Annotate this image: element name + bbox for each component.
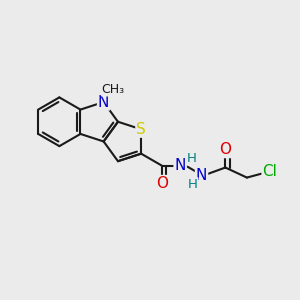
Text: O: O [219,142,231,157]
Text: N: N [175,158,186,173]
Text: O: O [156,176,168,191]
Text: H: H [187,152,197,165]
Text: S: S [136,122,146,137]
Text: N: N [98,94,109,110]
Text: CH₃: CH₃ [102,82,125,96]
Text: N: N [196,168,207,183]
Text: H: H [188,178,197,191]
Text: Cl: Cl [262,164,277,179]
